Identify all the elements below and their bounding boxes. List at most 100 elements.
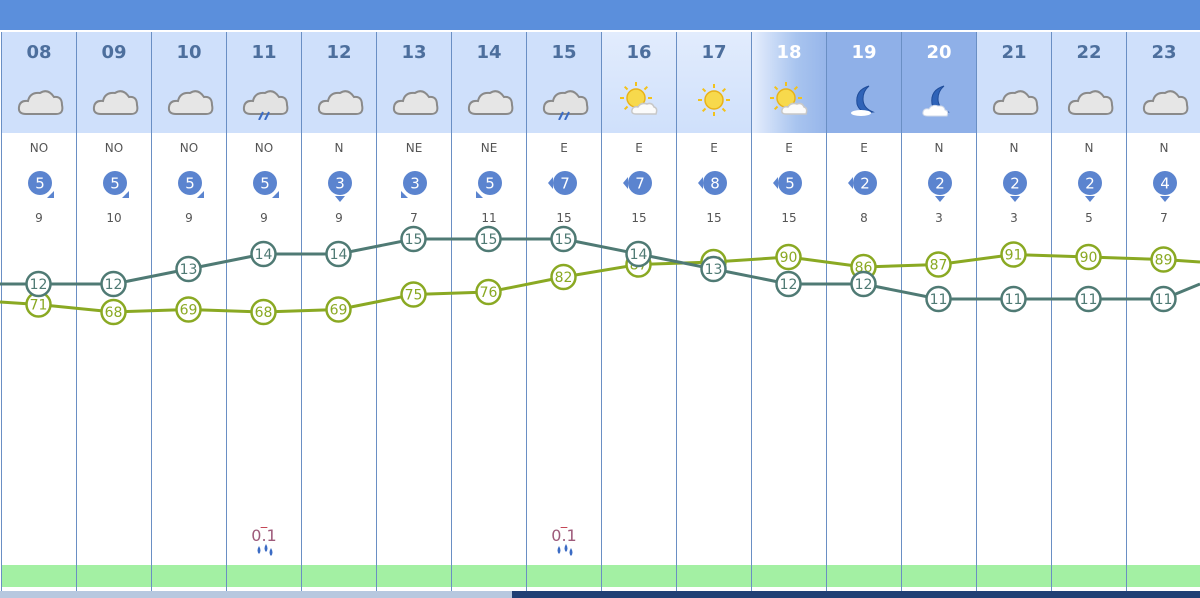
hour-column[interactable]: 22 N 2 5 [1051, 32, 1126, 591]
hour-label: 13 [401, 42, 427, 63]
timeline-scrollbar-track[interactable] [0, 591, 512, 598]
temperature-point[interactable]: 15 [475, 225, 502, 253]
hour-column[interactable]: 11 NO 5 9 _ 0.1 [226, 32, 301, 591]
wind-direction: N [1159, 141, 1169, 155]
temperature-point[interactable]: 13 [175, 255, 202, 283]
hour-column[interactable]: 17 E 8 15 [676, 32, 751, 591]
humidity-point[interactable]: 71 [25, 291, 52, 318]
wind-gust: 3 [935, 211, 943, 225]
hour-column[interactable]: 19 E 2 8 [826, 32, 901, 591]
wind-speed: 2 [860, 175, 870, 193]
wind-speed: 8 [710, 175, 720, 193]
wind-gust: 11 [481, 211, 497, 225]
timeline-scrollbar-thumb[interactable] [512, 591, 1200, 598]
wind-gust: 9 [35, 211, 43, 225]
humidity-point[interactable]: 68 [250, 298, 277, 326]
temperature-value: 13 [705, 262, 723, 278]
temperature-point[interactable]: 11 [1000, 285, 1027, 313]
temperature-point[interactable]: 13 [700, 255, 727, 283]
hour-column[interactable]: 20 N 2 3 [901, 32, 976, 591]
precip-band [602, 565, 676, 587]
hour-column[interactable]: 10 NO 5 9 [151, 32, 226, 591]
temperature-point[interactable]: 11 [1075, 285, 1102, 313]
temperature-value: 11 [1005, 292, 1023, 308]
humidity-point[interactable]: 69 [325, 296, 352, 323]
cloud-icon [17, 90, 64, 115]
hour-label: 23 [1151, 42, 1177, 63]
wind-arrow-icon [1085, 196, 1095, 202]
wind-arrow-icon [272, 191, 279, 198]
temperature-value: 15 [405, 232, 423, 248]
humidity-point[interactable]: 91 [1000, 241, 1027, 268]
humidity-point[interactable]: 75 [400, 281, 427, 308]
temperature-point[interactable]: 15 [550, 225, 577, 253]
wind-speed: 7 [635, 175, 645, 193]
temperature-value: 12 [780, 277, 798, 293]
wind-speed-badge: 8 [698, 171, 727, 195]
temperature-value: 12 [105, 277, 123, 293]
temperature-point[interactable]: 14 [325, 240, 352, 268]
precip-band [677, 565, 751, 587]
wind-speed-badge: 2 [928, 171, 952, 202]
hour-column[interactable]: 08 NO 5 9 [1, 32, 76, 591]
humidity-point[interactable]: 68 [100, 298, 127, 326]
wind-speed: 2 [1085, 175, 1095, 193]
wind-direction: NO [179, 141, 199, 155]
hour-label: 22 [1076, 42, 1102, 63]
hour-column[interactable]: 13 NE 3 7 [376, 32, 451, 591]
raindrops-icon [257, 544, 273, 556]
wind-arrow-icon [935, 196, 945, 202]
temperature-point[interactable]: 15 [400, 225, 427, 253]
temperature-point[interactable]: 12 [850, 270, 877, 298]
hour-column[interactable]: 14 NE 5 11 [451, 32, 526, 591]
wind-gust: 9 [335, 211, 343, 225]
hour-column[interactable]: 18 E 5 15 [751, 32, 826, 591]
hour-label: 11 [251, 42, 277, 63]
column-header [1052, 32, 1126, 133]
sun-icon [698, 84, 730, 116]
humidity-point[interactable]: 90 [775, 243, 802, 271]
wind-speed-badge: 5 [773, 171, 802, 195]
hour-column[interactable]: 15 E 7 15 _ 0.1 [526, 32, 601, 591]
wind-direction: NE [480, 141, 498, 155]
hour-column[interactable]: 12 N 3 9 [301, 32, 376, 591]
precip-band [902, 565, 976, 587]
temperature-point[interactable]: 14 [625, 240, 652, 268]
wind-gust: 15 [556, 211, 572, 225]
column-header [752, 32, 826, 133]
temperature-point[interactable]: 12 [25, 270, 52, 298]
humidity-value: 87 [930, 258, 948, 274]
humidity-point[interactable]: 76 [475, 278, 502, 306]
humidity-value: 68 [105, 305, 123, 321]
humidity-point[interactable]: 90 [1075, 243, 1102, 271]
wind-speed: 5 [785, 175, 795, 193]
wind-arrow-icon [623, 177, 628, 189]
humidity-value: 90 [780, 250, 798, 266]
humidity-point[interactable]: 69 [175, 296, 202, 323]
hour-column[interactable]: 23 N 4 7 [1126, 32, 1200, 591]
wind-arrow-icon [1010, 196, 1020, 202]
temperature-value: 11 [930, 292, 948, 308]
hour-column[interactable]: 09 NO 5 10 [76, 32, 151, 591]
temperature-point[interactable]: 12 [100, 270, 127, 298]
humidity-point[interactable]: 87 [925, 251, 952, 278]
humidity-point[interactable]: 89 [1150, 246, 1177, 273]
wind-arrow-icon [47, 191, 54, 198]
wind-speed-badge: 5 [476, 171, 502, 198]
precip-band [2, 565, 76, 587]
wind-arrow-icon [773, 177, 778, 189]
temperature-point[interactable]: 14 [250, 240, 277, 268]
wind-arrow-icon [476, 191, 483, 198]
wind-gust: 15 [781, 211, 797, 225]
wind-speed: 5 [260, 175, 270, 193]
temperature-point[interactable]: 12 [775, 270, 802, 298]
hour-column[interactable]: 16 E 7 15 [601, 32, 676, 591]
wind-direction: NO [29, 141, 49, 155]
hour-column[interactable]: 21 N 2 3 [976, 32, 1051, 591]
sun-cloud-icon [770, 82, 808, 115]
precip-amount: _ 0.1 [251, 514, 277, 545]
temperature-point[interactable]: 11 [925, 285, 952, 313]
wind-direction: E [860, 141, 868, 155]
humidity-point[interactable]: 82 [550, 263, 577, 291]
temperature-point[interactable]: 11 [1150, 285, 1177, 313]
